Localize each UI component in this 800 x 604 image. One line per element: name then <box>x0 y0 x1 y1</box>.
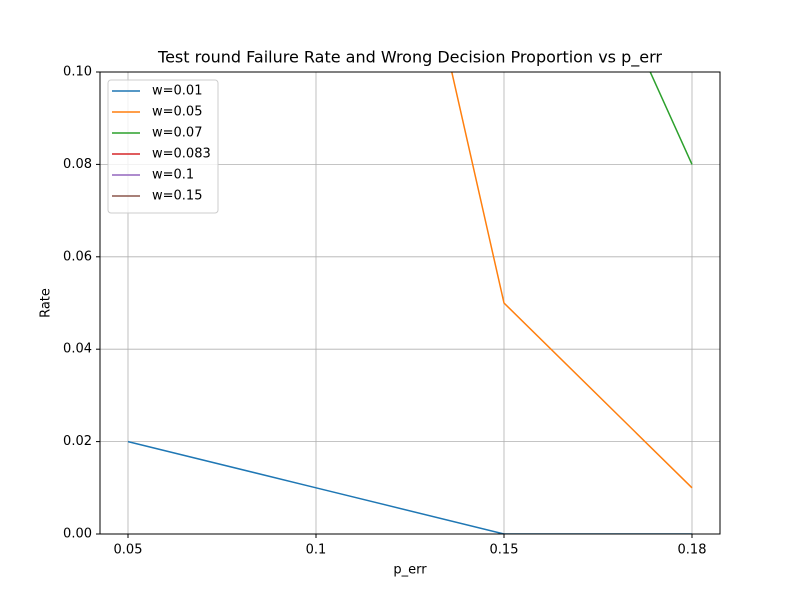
legend-label: w=0.01 <box>152 84 202 99</box>
y-tick-label: 0.10 <box>63 65 92 80</box>
x-tick-label: 0.15 <box>490 543 519 558</box>
y-tick-label: 0.08 <box>63 157 92 172</box>
x-tick-label: 0.1 <box>306 543 327 558</box>
x-tick-label: 0.18 <box>678 543 707 558</box>
y-tick-label: 0.00 <box>63 527 92 542</box>
x-axis-label: p_err <box>393 563 427 578</box>
chart-title: Test round Failure Rate and Wrong Decisi… <box>157 48 662 68</box>
y-axis-label: Rate <box>39 288 54 318</box>
legend-box <box>107 79 219 214</box>
y-tick-label: 0.06 <box>63 249 92 264</box>
series-line <box>649 72 693 165</box>
legend-label: w=0.07 <box>152 126 202 141</box>
legend-label: w=0.05 <box>152 105 202 120</box>
legend-label: w=0.083 <box>152 147 211 162</box>
series-line <box>127 440 692 534</box>
series-line <box>451 72 693 489</box>
legend-label: w=0.15 <box>152 189 202 204</box>
legend-label: w=0.1 <box>152 168 194 183</box>
x-tick-label: 0.05 <box>114 543 143 558</box>
plot-frame <box>99 71 721 535</box>
y-tick-label: 0.04 <box>63 342 92 357</box>
y-tick-label: 0.02 <box>63 434 92 449</box>
legend: w=0.01 w=0.05 w=0.07 w=0.083 w=0.1 w=0.15 <box>107 79 219 214</box>
